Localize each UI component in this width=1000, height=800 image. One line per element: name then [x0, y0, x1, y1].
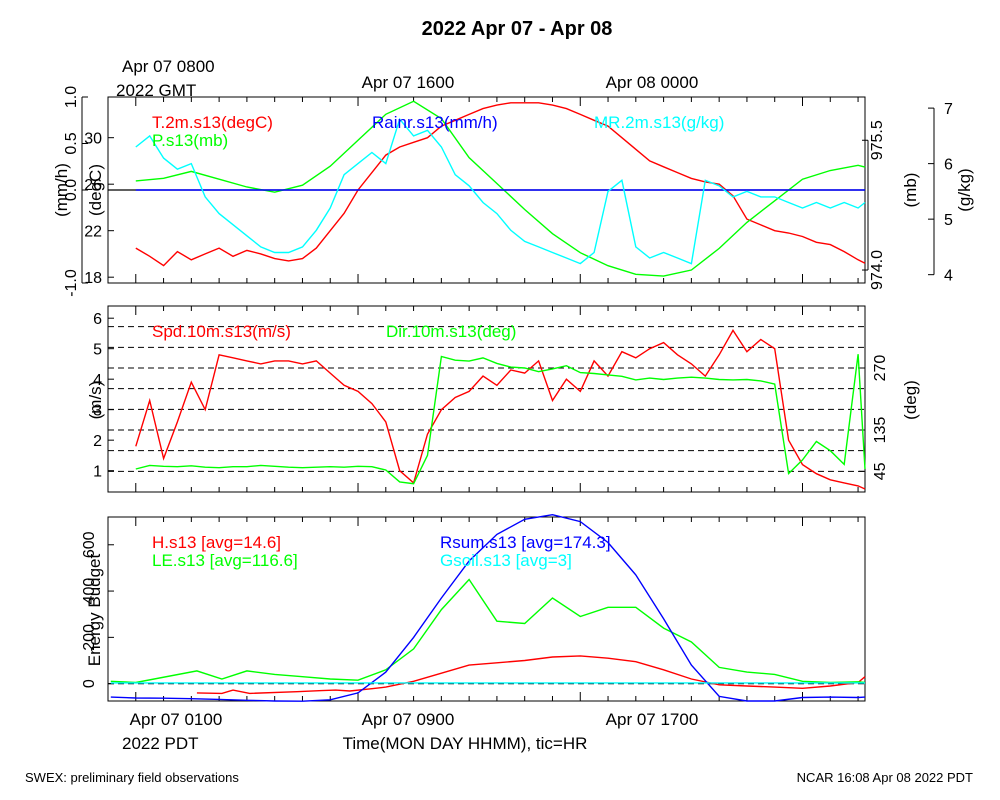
energy-axis-label: Energy Budget	[85, 553, 104, 666]
x-axis-title: Time(MON DAY HHMM), tic=HR	[343, 734, 588, 753]
met-ytick-label: 22	[84, 224, 102, 241]
wind-ytick-label: 2	[93, 433, 102, 450]
energy-legend-entry: Rsum.s13 [avg=174.3]	[440, 533, 611, 552]
met-legend-entry: T.2m.s13(degC)	[152, 113, 273, 132]
wind-axis-label: (deg)	[901, 380, 920, 420]
wind-ytick-label: 45	[872, 462, 889, 480]
met-axis-label: (mm/h)	[52, 163, 71, 217]
wind-panel: 123456(m/s)45135270(deg)Spd.10m.s13(m/s)…	[86, 305, 920, 493]
met-legend-entry: Rainr.s13(mm/h)	[372, 113, 498, 132]
met-ytick-label: 5	[944, 212, 953, 229]
met-legend-entry: P.s13(mb)	[152, 131, 228, 150]
met-panel: -1.0 0.0 0.5 1.0 (mm/h) 18 22 26 30 (degC) 974.0 97…	[52, 86, 974, 297]
top-time-label-2: Apr 08 0000	[606, 73, 699, 92]
top-date-label-line2: 2022 GMT	[116, 81, 196, 100]
chart-title: 2022 Apr 07 - Apr 08	[422, 18, 613, 40]
wind-series-0	[135, 329, 866, 490]
met-legend-entry: MR.2m.s13(g/kg)	[594, 113, 724, 132]
energy-ytick-label: 400	[81, 578, 98, 605]
wind-ytick-label: 1	[93, 464, 102, 481]
met-axis-label: (mb)	[901, 173, 920, 208]
met-ytick-label: 1.0	[63, 86, 80, 108]
met-series-3	[135, 117, 866, 265]
energy-ytick-label: 200	[81, 624, 98, 651]
met-ytick-label: 974.0	[869, 250, 886, 290]
wind-ytick-label: 3	[93, 403, 102, 420]
wind-frame	[107, 305, 866, 493]
time-axis-labels: Apr 07 0800 2022 GMT Apr 07 1600 Apr 08 …	[116, 57, 698, 753]
met-axis-label: (degC)	[86, 164, 105, 216]
wind-ytick-label: 6	[93, 311, 102, 328]
energy-series-0	[196, 655, 866, 695]
energy-legend-entry: LE.s13 [avg=116.6]	[152, 551, 298, 570]
energy-series-1	[110, 578, 866, 684]
energy-ytick-label: 600	[81, 531, 98, 558]
met-ytick-label: 0.5	[63, 132, 80, 154]
wind-ytick-label: 5	[93, 342, 102, 359]
wind-ytick-label: 135	[872, 417, 889, 444]
wind-ytick-label: 270	[872, 355, 889, 382]
energy-legend-entry: Gsoil.s13 [avg=3]	[440, 551, 572, 570]
met-ytick-label: 7	[944, 101, 953, 118]
energy-series-2	[110, 513, 866, 702]
wind-legend-entry: Spd.10m.s13(m/s)	[152, 322, 291, 341]
met-ytick-label: 0.0	[63, 179, 80, 201]
footer-left: SWEX: preliminary field observations	[25, 770, 239, 785]
met-ytick-label: -1.0	[63, 269, 80, 297]
energy-legend-entry: H.s13 [avg=14.6]	[152, 533, 281, 552]
met-ytick-label: 6	[944, 157, 953, 174]
met-axis-label: (g/kg)	[955, 168, 974, 211]
bottom-time-label-1: Apr 07 0100	[130, 710, 223, 729]
met-ytick-label: 18	[84, 270, 102, 287]
met-ytick-label: 4	[944, 268, 953, 285]
wind-axis-label: (m/s)	[86, 381, 105, 420]
bottom-time-label-3: Apr 07 1700	[606, 710, 699, 729]
wind-legend-entry: Dir.10m.s13(deg)	[386, 322, 516, 341]
wind-ytick-label: 4	[93, 372, 102, 389]
met-ytick-label: 975.5	[869, 120, 886, 160]
energy-ytick-label: 0	[81, 679, 98, 688]
bottom-time-label-2: Apr 07 0900	[362, 710, 455, 729]
bottom-timezone-label: 2022 PDT	[122, 734, 199, 753]
energy-frame	[107, 516, 866, 702]
met-ytick-label: 30	[84, 131, 102, 148]
wind-series-1	[135, 354, 866, 485]
top-date-label-line1: Apr 07 0800	[122, 57, 215, 76]
met-ytick-label: 26	[84, 177, 102, 194]
top-time-label-1: Apr 07 1600	[362, 73, 455, 92]
footer-right: NCAR 16:08 Apr 08 2022 PDT	[797, 770, 973, 785]
